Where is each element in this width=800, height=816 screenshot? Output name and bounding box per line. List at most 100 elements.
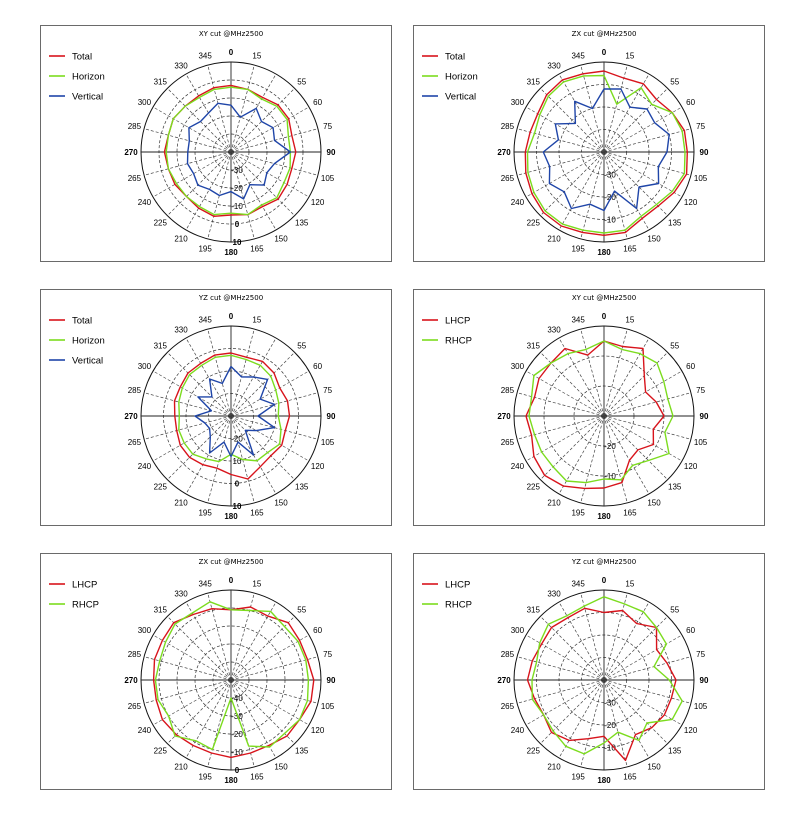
grid-spoke (207, 151, 232, 240)
angle-tick-label: 180 (224, 248, 238, 257)
angle-tick-label: 15 (252, 315, 261, 324)
grid-spoke (167, 352, 232, 417)
angle-tick-label: 315 (527, 77, 541, 86)
grid-spoke (516, 679, 605, 704)
grid-spoke (603, 656, 692, 681)
radial-tick-label: 10 (233, 457, 242, 466)
polar-chart: XY cut @MHz2500 0 15 55 60 75 90 105 120 135 150 16… (422, 294, 709, 521)
grid-spoke (230, 592, 255, 681)
grid-spoke (152, 679, 232, 726)
angle-tick-label: 300 (511, 362, 525, 371)
grid-spoke (516, 151, 605, 176)
legend: LHCP RHCP (49, 580, 99, 611)
angle-tick-label: 90 (700, 676, 709, 685)
angle-tick-label: 240 (511, 726, 525, 735)
angle-tick-label: 60 (313, 362, 322, 371)
angle-tick-label: 90 (327, 148, 336, 157)
angle-tick-label: 150 (274, 235, 288, 244)
radial-tick-label: -30 (231, 166, 243, 175)
grid-spoke (540, 415, 605, 480)
radial-tick-label: 10 (233, 238, 242, 247)
angle-tick-label: 285 (128, 386, 142, 395)
radial-tick-label: -10 (231, 202, 243, 211)
angle-tick-label: 120 (684, 462, 698, 471)
angle-tick-label: 265 (501, 174, 515, 183)
angle-tick-label: 285 (128, 650, 142, 659)
series-line-horizon (178, 354, 282, 463)
angle-tick-label: 0 (229, 48, 234, 57)
angle-tick-label: 165 (250, 245, 264, 254)
grid-spoke (603, 679, 692, 704)
angle-tick-label: 15 (252, 579, 261, 588)
angle-tick-label: 315 (527, 605, 541, 614)
angle-tick-label: 150 (274, 499, 288, 508)
grid-spoke (516, 128, 605, 153)
legend-label: RHCP (72, 600, 99, 611)
angle-tick-label: 330 (174, 61, 188, 70)
grid-spoke (143, 128, 232, 153)
series-line-vertical (542, 88, 670, 212)
chart-title: ZX cut @MHz2500 (572, 30, 637, 38)
grid-spoke (603, 592, 628, 681)
chart-panel-5: ZX cut @MHz2500 0 15 55 60 75 90 105 120 135 150 16… (40, 553, 392, 790)
legend-label: RHCP (445, 600, 472, 611)
grid-spoke (230, 601, 277, 681)
grid-spoke (167, 679, 232, 744)
grid-spoke (185, 151, 232, 231)
angle-tick-label: 60 (686, 362, 695, 371)
angle-tick-label: 240 (138, 462, 152, 471)
angle-tick-label: 55 (297, 605, 306, 614)
legend-label: Vertical (445, 92, 476, 103)
angle-tick-label: 75 (696, 386, 705, 395)
angle-tick-label: 0 (602, 48, 607, 57)
angle-tick-label: 120 (311, 198, 325, 207)
grid-spoke (143, 415, 232, 440)
polar-chart: YZ cut @MHz2500 0 15 55 60 75 90 105 120 135 150 16… (49, 294, 336, 521)
angle-tick-label: 105 (321, 438, 335, 447)
angle-tick-label: 240 (138, 726, 152, 735)
legend-label: Total (72, 52, 92, 63)
grid-spoke (540, 352, 605, 417)
angle-tick-label: 315 (154, 77, 168, 86)
angle-tick-label: 60 (313, 626, 322, 635)
chart-panel-2: ZX cut @MHz2500 0 15 55 60 75 90 105 120 135 150 16… (413, 25, 765, 262)
angle-tick-label: 285 (501, 122, 515, 131)
grid-spoke (603, 73, 650, 153)
grid-spoke (152, 370, 232, 417)
grid-spoke (230, 151, 255, 240)
grid-spoke (207, 64, 232, 153)
angle-tick-label: 165 (250, 773, 264, 782)
angle-tick-label: 120 (311, 726, 325, 735)
grid-spoke (603, 88, 668, 153)
chart-title: XY cut @MHz2500 (199, 30, 263, 38)
angle-tick-label: 135 (295, 747, 309, 756)
radial-tick-label: -30 (604, 171, 616, 180)
grid-spoke (603, 679, 668, 744)
angle-tick-label: 55 (297, 77, 306, 86)
grid-spoke (230, 73, 277, 153)
angle-tick-label: 75 (323, 650, 332, 659)
polar-grid (140, 589, 322, 771)
grid-spoke (152, 634, 232, 681)
angle-tick-label: 195 (198, 509, 212, 518)
grid-spoke (185, 679, 232, 759)
radial-tick-label: -40 (231, 694, 243, 703)
grid-spoke (540, 151, 605, 216)
angle-tick-label: 195 (571, 245, 585, 254)
angle-tick-label: 90 (700, 148, 709, 157)
angle-tick-label: 210 (174, 235, 188, 244)
grid-spoke (603, 616, 668, 681)
grid-spoke (603, 151, 650, 231)
chart-title: ZX cut @MHz2500 (199, 558, 264, 566)
radial-tick-label: 0 (235, 766, 240, 775)
radial-tick-label: -20 (231, 184, 243, 193)
angle-tick-label: 0 (229, 576, 234, 585)
angle-tick-label: 135 (295, 483, 309, 492)
angle-tick-label: 60 (686, 626, 695, 635)
legend: Total Horizon Vertical (49, 316, 105, 367)
polar-chart: ZX cut @MHz2500 0 15 55 60 75 90 105 120 135 150 16… (422, 30, 709, 257)
radial-tick-label: -30 (604, 699, 616, 708)
chart-panel-1: XY cut @MHz2500 0 15 55 60 75 90 105 120 135 150 16… (40, 25, 392, 262)
angle-tick-label: 240 (511, 462, 525, 471)
grid-spoke (230, 616, 295, 681)
